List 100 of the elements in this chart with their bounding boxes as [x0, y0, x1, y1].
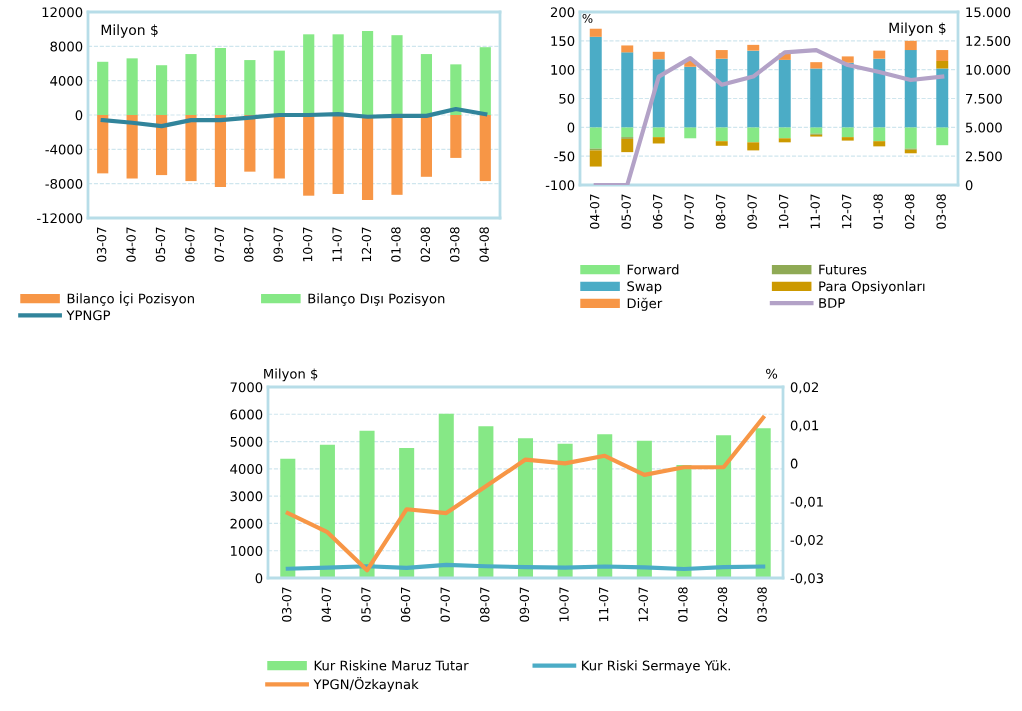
x-tick-label: 07-07: [684, 194, 694, 229]
bar: [589, 28, 602, 37]
bar: [478, 426, 494, 578]
bar: [244, 60, 256, 115]
x-tick-label: 02-08: [717, 587, 728, 622]
x-tick-label: 04-07: [321, 587, 332, 622]
y-tick-label: -12000: [37, 213, 83, 224]
y-tick-label: -100: [545, 180, 575, 191]
bar: [185, 115, 197, 182]
bar: [450, 115, 462, 158]
y2-tick-label: 0,01: [790, 420, 819, 432]
bar: [904, 40, 917, 51]
x-tick-label: 09-07: [747, 194, 757, 229]
y-tick-label: 8000: [50, 41, 83, 52]
x-tick-label: 11-07: [598, 587, 609, 622]
bar: [155, 65, 168, 115]
bar: [841, 137, 854, 141]
bar: [715, 58, 728, 128]
legend-label: Futures: [819, 264, 867, 275]
bar: [684, 127, 697, 139]
bar: [280, 458, 296, 578]
bar: [332, 34, 344, 115]
bar: [214, 48, 227, 115]
y2-tick-label: 15.000: [966, 7, 1011, 18]
bar: [684, 66, 697, 128]
legend-label: BDP: [819, 298, 845, 308]
bar: [361, 30, 374, 115]
y-tick-label: 6000: [230, 409, 263, 420]
bar: [747, 142, 760, 151]
x-tick-label: 10-07: [778, 194, 789, 229]
bar: [904, 50, 917, 128]
bar: [810, 127, 823, 134]
bar: [841, 127, 854, 138]
bar: [303, 34, 315, 115]
y-tick-label: 1000: [231, 545, 263, 556]
x-tick-label: 06-07: [185, 227, 195, 262]
x-tick-label: 03-08: [450, 227, 460, 262]
x-tick-label: 07-07: [214, 227, 225, 262]
y2-tick-label: -0,03: [790, 573, 824, 585]
y2-tick-label: 7.500: [966, 93, 1002, 104]
bar: [841, 62, 854, 128]
y2-tick-label: 5.000: [965, 122, 1002, 133]
x-tick-label: 06-07: [652, 194, 663, 229]
x-tick-label: 12-07: [361, 227, 372, 262]
legend-label: YPNGP: [66, 310, 111, 321]
bar: [214, 115, 227, 188]
bar: [715, 127, 728, 142]
bar: [332, 115, 344, 194]
y-tick-label: 0: [567, 122, 575, 133]
bar: [652, 137, 665, 144]
x-tick-label: 11-07: [332, 227, 342, 262]
y2-tick-label: 0,02: [790, 382, 818, 394]
y2-tick-label: 12.500: [966, 36, 1011, 47]
y2-axis-title: %: [766, 368, 778, 379]
bar: [936, 50, 949, 62]
y2-tick-label: -0,02: [790, 535, 823, 547]
x-tick-label: 03-07: [96, 227, 107, 262]
bar: [810, 68, 823, 128]
x-tick-label: 03-07: [281, 587, 292, 622]
y-tick-label: 3000: [230, 491, 263, 502]
x-tick-label: 12-07: [841, 194, 852, 229]
bar: [904, 127, 917, 149]
y-tick-label: 100: [551, 64, 575, 75]
bar: [621, 52, 634, 128]
bar: [810, 62, 823, 69]
x-tick-label: 01-08: [391, 227, 401, 262]
line-series: [593, 47, 945, 185]
bar: [303, 115, 315, 196]
bar: [936, 68, 949, 128]
y-tick-label: -8000: [45, 178, 83, 189]
x-tick-label: 02-08: [420, 227, 431, 262]
bar: [479, 115, 491, 182]
legend-label: Bilanço İçi Pozisyon: [67, 291, 194, 307]
legend-label: Bilanço Dışı Pozisyon: [308, 293, 445, 307]
bar: [873, 50, 886, 59]
bar: [361, 115, 374, 200]
x-tick-label: 08-07: [480, 587, 490, 622]
bar: [391, 35, 403, 115]
bar: [747, 50, 760, 128]
x-tick-label: 12-07: [638, 587, 648, 622]
y2-tick-label: -0,01: [790, 496, 823, 509]
bar: [621, 45, 634, 53]
bar: [936, 127, 949, 146]
bar: [597, 434, 613, 578]
bar: [244, 115, 256, 172]
y-tick-label: 12000: [42, 7, 83, 18]
x-tick-label: 01-08: [873, 194, 883, 229]
x-tick-label: 05-07: [155, 227, 166, 262]
bar: [589, 150, 602, 167]
bar: [873, 58, 886, 128]
y-tick-label: 0: [75, 110, 83, 121]
y2-axis-title: Milyon $: [889, 22, 946, 36]
line-series: [100, 106, 488, 129]
bar: [676, 465, 692, 578]
x-tick-label: 10-07: [559, 587, 569, 622]
x-tick-label: 04-07: [589, 194, 600, 229]
bar: [715, 141, 728, 146]
y-tick-label: 4000: [50, 75, 83, 86]
y-tick-label: 150: [551, 36, 575, 47]
x-tick-label: 04-08: [479, 227, 489, 262]
